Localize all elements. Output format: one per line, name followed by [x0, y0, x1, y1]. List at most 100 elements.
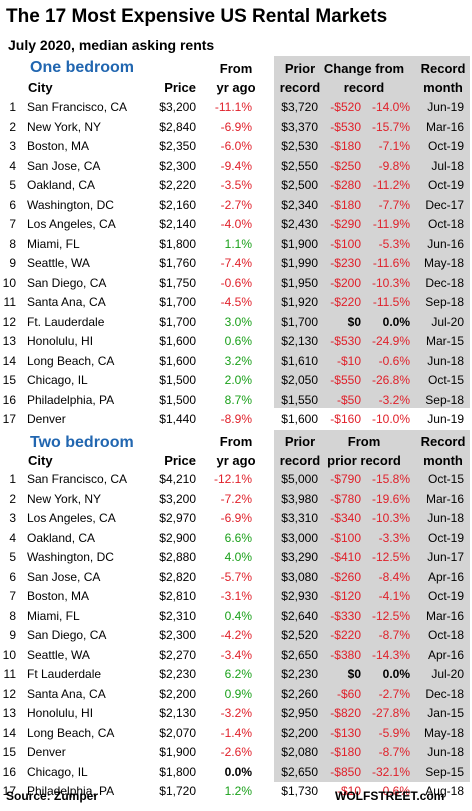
- change-amount-cell: -$230: [330, 256, 361, 270]
- record-month-cell: Dec-18: [425, 686, 464, 701]
- prior-record-cell: $2,080: [281, 745, 318, 759]
- price-cell: $1,500: [159, 392, 196, 407]
- rank-cell: 12: [2, 314, 16, 329]
- table-row: 8 Miami, FL $2,310 0.4% $2,640 -$330 -12.5% Mar…: [0, 607, 472, 625]
- price-cell: $1,700: [159, 314, 196, 329]
- two-bedroom-header-record-lbl: record: [279, 453, 321, 468]
- change-amount-cell: -$530: [330, 119, 361, 134]
- change-pct-cell: -11.9%: [372, 217, 410, 231]
- change-pct-cell: -3.2%: [378, 392, 410, 407]
- record-month-cell: May-18: [423, 256, 464, 270]
- change-pct-cell: -8.7%: [378, 745, 410, 759]
- rank-cell: 9: [9, 256, 16, 270]
- record-month-cell: Jan-15: [427, 706, 464, 720]
- change-pct-cell: -5.3%: [378, 236, 410, 251]
- price-cell: $1,800: [159, 764, 196, 779]
- yr-ago-change-cell: -7.4%: [220, 256, 252, 270]
- record-month-cell: Oct-19: [427, 530, 464, 545]
- city-cell: Chicago, IL: [27, 373, 88, 387]
- yr-ago-change-cell: -2.6%: [220, 745, 252, 759]
- yr-ago-change-cell: 6.2%: [224, 667, 252, 681]
- record-month-cell: Jun-16: [427, 236, 464, 251]
- price-cell: $2,310: [159, 608, 196, 623]
- prior-record-cell: $1,550: [281, 392, 318, 407]
- price-cell: $2,300: [159, 628, 196, 642]
- chart-title: The 17 Most Expensive US Rental Markets: [6, 6, 388, 27]
- record-month-cell: May-18: [423, 725, 464, 740]
- city-cell: Oakland, CA: [27, 178, 96, 192]
- yr-ago-change-cell: -1.4%: [220, 725, 252, 740]
- table-row: 13 Honolulu, HI $2,130 -3.2% $2,950 -$820 -27.…: [0, 704, 472, 722]
- yr-ago-change-cell: 1.2%: [224, 784, 252, 798]
- change-amount-cell: $0: [347, 314, 361, 329]
- prior-record-cell: $2,230: [281, 667, 318, 681]
- prior-record-cell: $2,340: [281, 197, 318, 212]
- change-amount-cell: -$780: [330, 491, 361, 506]
- city-cell: New York, NY: [27, 491, 102, 506]
- change-amount-cell: -$380: [330, 647, 361, 662]
- rank-cell: 13: [2, 706, 16, 720]
- city-cell: Los Angeles, CA: [27, 217, 116, 231]
- two-bedroom-header-record: Record: [420, 434, 466, 449]
- record-month-cell: Mar-16: [425, 119, 464, 134]
- record-month-cell: Sep-15: [425, 764, 464, 779]
- price-cell: $1,900: [159, 745, 196, 759]
- two-bedroom-header-price: Price: [164, 453, 196, 468]
- record-month-cell: Oct-19: [427, 178, 464, 192]
- rank-cell: 7: [9, 217, 16, 231]
- prior-record-cell: $2,050: [281, 373, 318, 387]
- price-cell: $2,840: [159, 119, 196, 134]
- rank-cell: 2: [9, 119, 16, 134]
- change-amount-cell: -$850: [330, 764, 361, 779]
- prior-record-cell: $1,950: [281, 275, 318, 290]
- rank-cell: 1: [9, 472, 16, 486]
- one-bedroom-header-city: City: [28, 80, 53, 95]
- rank-cell: 10: [2, 647, 16, 662]
- one-bedroom-header-prior-record: record: [279, 80, 321, 95]
- yr-ago-change-cell: 0.6%: [224, 334, 252, 348]
- prior-record-cell: $2,650: [281, 647, 318, 662]
- change-amount-cell: -$50: [336, 392, 361, 407]
- change-amount-cell: -$550: [330, 373, 361, 387]
- change-amount-cell: -$130: [330, 725, 361, 740]
- rank-cell: 2: [9, 491, 16, 506]
- city-cell: Long Beach, CA: [27, 353, 115, 368]
- change-pct-cell: -11.5%: [372, 295, 410, 309]
- table-row: 14 Long Beach, CA $1,600 3.2% $1,610 -$10 -0.6…: [0, 352, 472, 370]
- city-cell: Washington, DC: [27, 550, 114, 564]
- city-cell: Washington, DC: [27, 197, 114, 212]
- prior-record-cell: $2,950: [281, 706, 318, 720]
- one-bedroom-section-title: One bedroom: [30, 59, 135, 76]
- change-pct-cell: -32.1%: [371, 764, 410, 779]
- price-cell: $2,140: [159, 217, 196, 231]
- two-bedroom-header-record-month: month: [423, 453, 463, 468]
- price-cell: $1,720: [159, 784, 196, 798]
- table-row: 14 Long Beach, CA $2,070 -1.4% $2,200 -$130 -5…: [0, 724, 472, 742]
- rank-cell: 9: [9, 628, 16, 642]
- city-cell: Seattle, WA: [27, 647, 90, 662]
- table-row: 1 San Francisco, CA $4,210 -12.1% $5,000 -$79…: [0, 470, 472, 488]
- prior-record-cell: $2,520: [281, 628, 318, 642]
- price-cell: $2,270: [159, 647, 196, 662]
- table-row: 17 Philadelphia, PA $1,720 1.2% $1,730 -$10 -0…: [0, 782, 472, 800]
- price-cell: $2,130: [159, 706, 196, 720]
- yr-ago-change-cell: -3.2%: [220, 706, 252, 720]
- price-cell: $3,200: [159, 491, 196, 506]
- rank-cell: 12: [2, 686, 16, 701]
- yr-ago-change-cell: 0.9%: [224, 686, 252, 701]
- change-amount-cell: -$330: [330, 608, 361, 623]
- price-cell: $2,880: [159, 550, 196, 564]
- record-month-cell: Jul-18: [431, 158, 464, 173]
- one-bedroom-header-yr-ago: yr ago: [216, 80, 256, 95]
- change-pct-cell: -12.5%: [371, 608, 410, 623]
- change-pct-cell: -0.6%: [378, 353, 410, 368]
- table-row: 11 Ft Lauderdale $2,230 6.2% $2,230 $0 0.0% Jul…: [0, 665, 472, 683]
- change-amount-cell: -$290: [330, 217, 361, 231]
- two-bedroom-header-from: From: [219, 434, 253, 449]
- table-row: 3 Los Angeles, CA $2,970 -6.9% $3,310 -$340 -1…: [0, 509, 472, 527]
- record-month-cell: Apr-16: [427, 647, 464, 662]
- table-row: 16 Philadelphia, PA $1,500 8.7% $1,550 -$50 -3…: [0, 391, 472, 409]
- one-bedroom-header-from: From: [219, 61, 253, 76]
- rank-cell: 14: [2, 353, 16, 368]
- change-amount-cell: -$100: [330, 530, 361, 545]
